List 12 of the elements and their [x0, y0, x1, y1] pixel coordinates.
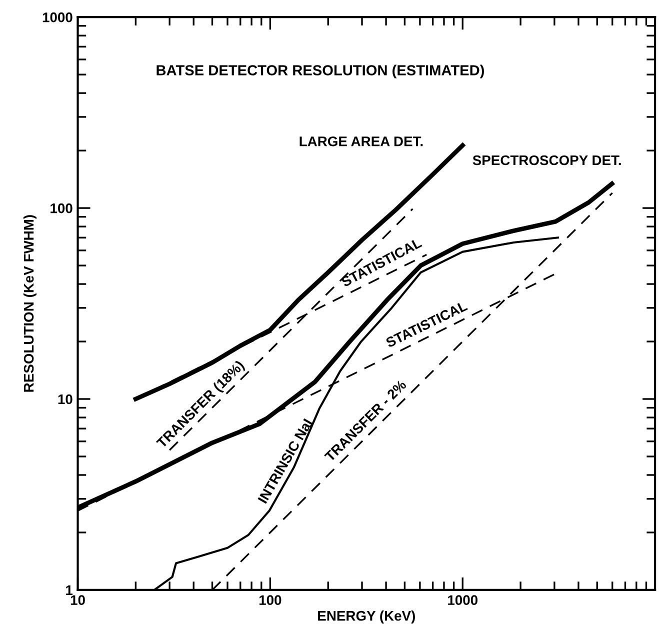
- y-tick-label: 100: [50, 203, 72, 214]
- text: BATSE DETECTOR RESOLUTION (ESTIMATED): [156, 64, 484, 78]
- y-tick-label: 1000: [42, 12, 72, 22]
- x-tick-label: 1000: [448, 595, 478, 606]
- y-axis-title: RESOLUTION (KeV FWHM): [24, 215, 36, 392]
- x-tick-label: 10: [70, 595, 85, 606]
- x-axis-title: ENERGY (KeV): [318, 610, 415, 624]
- y-tick-label: 10: [58, 394, 72, 404]
- annotation: SPECTROSCOPY DET.: [472, 155, 621, 166]
- annotation: LARGE AREA DET.: [300, 136, 423, 146]
- x-tick-label: 100: [259, 595, 282, 606]
- y-tick-label: 1: [66, 585, 73, 595]
